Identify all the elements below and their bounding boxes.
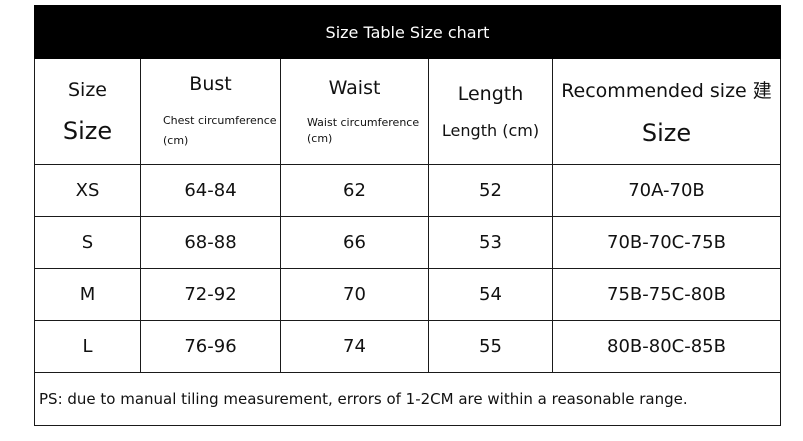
header-recommended-label: Recommended size 建 <box>561 80 772 102</box>
title-row: Size Table Size chart <box>34 5 781 59</box>
cell-recommended: 80B-80C-85B <box>552 320 781 373</box>
measurement-note: PS: due to manual tiling measurement, er… <box>34 372 781 426</box>
cell-size: M <box>34 268 141 321</box>
cell-recommended: 75B-75C-80B <box>552 268 781 321</box>
header-size-sublabel: Size <box>62 116 113 145</box>
cell-length: 55 <box>428 320 553 373</box>
cell-waist: 74 <box>280 320 429 373</box>
cell-bust: 68-88 <box>140 216 281 269</box>
header-waist: Waist Waist circumference (cm) <box>280 58 429 165</box>
header-bust-sublabel: Chest circumference (cm) <box>163 113 277 147</box>
cell-size: XS <box>34 164 141 217</box>
cell-bust: 64-84 <box>140 164 281 217</box>
header-size-label: Size <box>67 78 107 101</box>
cell-waist: 70 <box>280 268 429 321</box>
table-title: Size Table Size chart <box>34 5 781 59</box>
header-length-label: Length <box>457 83 524 105</box>
table-row: S 68-88 66 53 70B-70C-75B <box>34 216 781 269</box>
header-length: Length Length (cm) <box>428 58 553 165</box>
table-row: M 72-92 70 54 75B-75C-80B <box>34 268 781 321</box>
header-length-sublabel: Length (cm) <box>441 121 540 140</box>
cell-bust: 72-92 <box>140 268 281 321</box>
note-row: PS: due to manual tiling measurement, er… <box>34 372 781 426</box>
cell-size: L <box>34 320 141 373</box>
cell-waist: 62 <box>280 164 429 217</box>
cell-recommended: 70A-70B <box>552 164 781 217</box>
cell-length: 54 <box>428 268 553 321</box>
header-size: Size Size <box>34 58 141 165</box>
header-waist-sublabel: Waist circumference (cm) <box>307 115 420 145</box>
cell-size: S <box>34 216 141 269</box>
header-bust: Bust Chest circumference (cm) <box>140 58 281 165</box>
cell-length: 53 <box>428 216 553 269</box>
size-table: Size Table Size chart Size Size Bust Che… <box>34 5 781 426</box>
cell-bust: 76-96 <box>140 320 281 373</box>
header-row: Size Size Bust Chest circumference (cm) … <box>34 58 781 165</box>
header-recommended-sublabel: Size <box>641 119 692 147</box>
header-waist-label: Waist <box>328 76 381 99</box>
header-recommended: Recommended size 建 Size <box>552 58 781 165</box>
cell-length: 52 <box>428 164 553 217</box>
cell-waist: 66 <box>280 216 429 269</box>
header-bust-label: Bust <box>189 72 232 95</box>
table-row: L 76-96 74 55 80B-80C-85B <box>34 320 781 373</box>
table-row: XS 64-84 62 52 70A-70B <box>34 164 781 217</box>
cell-recommended: 70B-70C-75B <box>552 216 781 269</box>
